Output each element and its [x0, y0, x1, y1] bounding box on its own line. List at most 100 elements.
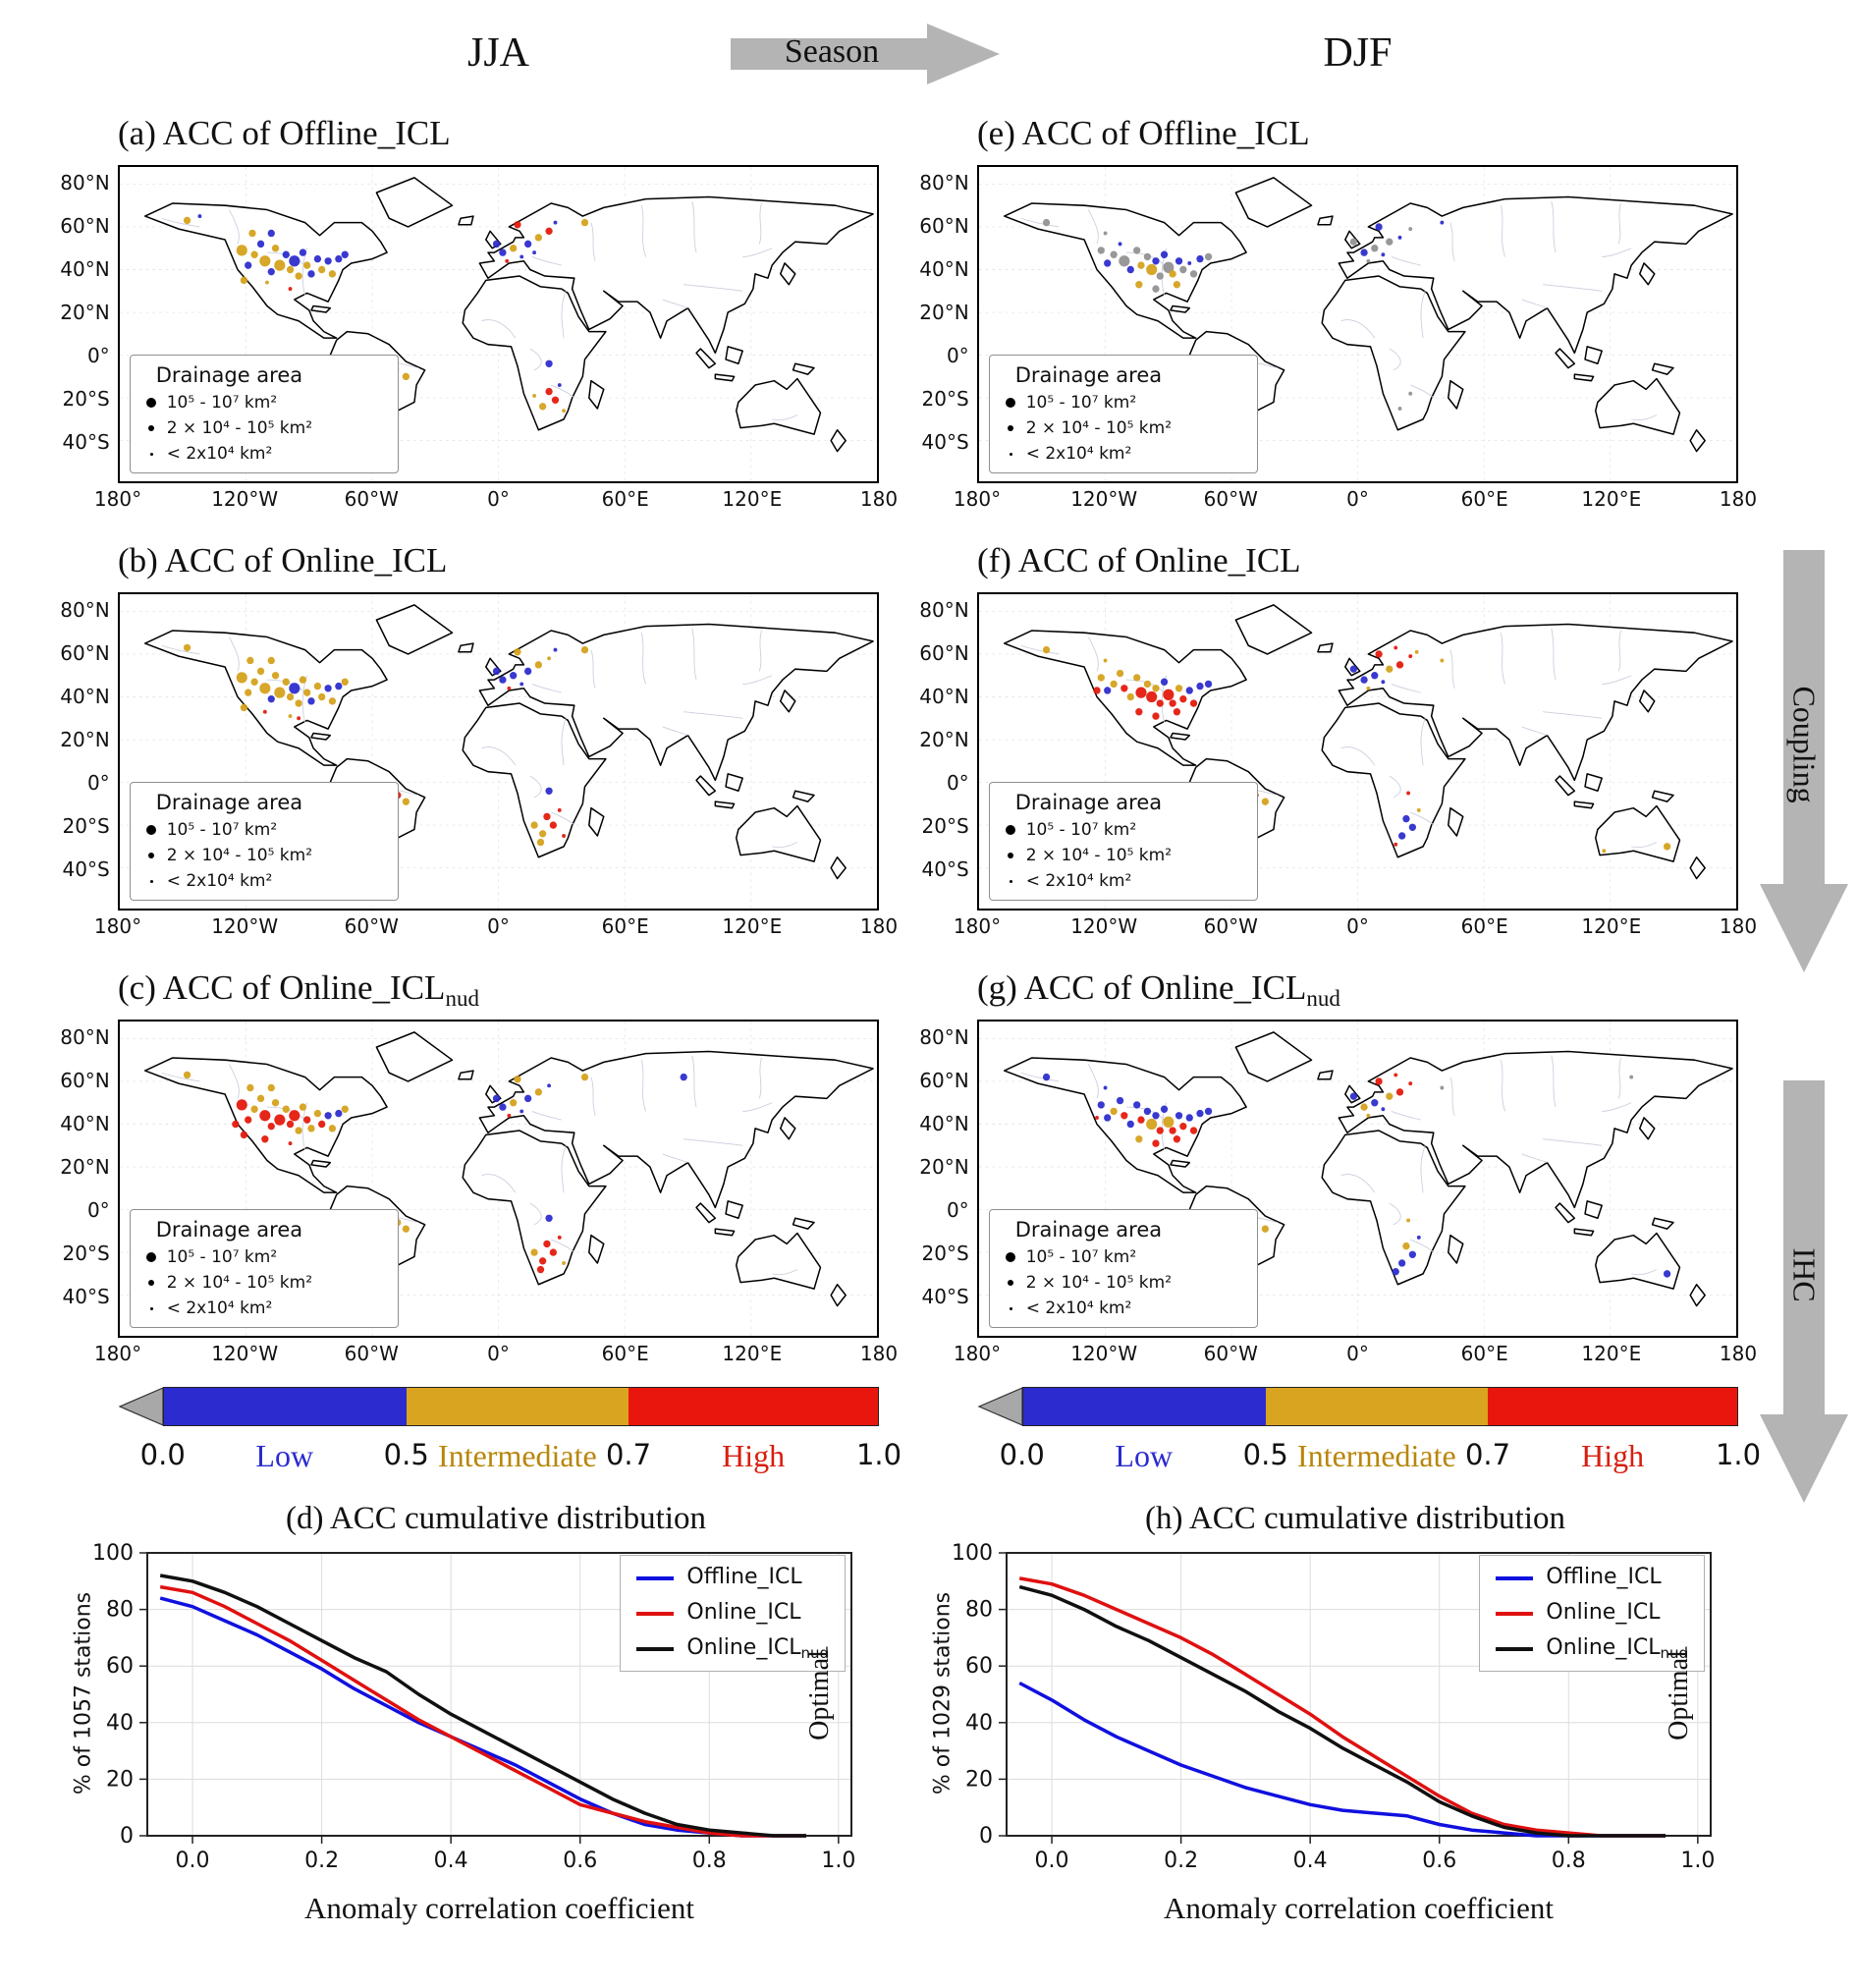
svg-text:60: 60	[965, 1654, 993, 1679]
lat-tick-label: 20°S	[921, 387, 969, 412]
longitude-axis: 180° 120°W 60°W 0° 60°E 120°E 180	[954, 483, 1757, 515]
colorbar-left-arrow-icon	[118, 1387, 163, 1426]
lon-tick-label: 60°E	[601, 487, 649, 511]
latitude-axis: 80°N 60°N 40°N 20°N 0° 20°S 40°S	[913, 165, 977, 483]
dot-size-large-icon	[145, 1252, 156, 1262]
dot-size-medium-icon	[1007, 1280, 1013, 1286]
colorbar-left-arrow-icon	[977, 1387, 1022, 1426]
lat-tick-label: 20°N	[919, 1154, 969, 1179]
legend-item: Online_ICLnud	[1496, 1635, 1688, 1662]
lat-tick-label: 20°N	[919, 727, 969, 751]
legend-item: Offline_ICL	[636, 1565, 829, 1591]
world-map: Drainage area 10⁵ - 10⁷ km² 2 × 10⁴ - 10…	[117, 592, 879, 911]
svg-text:0.4: 0.4	[1293, 1849, 1328, 1873]
lon-tick-label: 180°	[953, 1342, 1002, 1365]
drainage-area-legend: Drainage area 10⁵ - 10⁷ km² 2 × 10⁴ - 10…	[988, 782, 1258, 901]
legend-label: Online_ICLnud	[686, 1635, 829, 1662]
drainage-legend-title: Drainage area	[155, 363, 303, 387]
ihc-arrow: IHC	[1760, 1080, 1848, 1503]
lon-tick-label: 120°W	[211, 1342, 279, 1365]
colorbar-label-intermediate: Intermediate	[1297, 1438, 1456, 1473]
lon-tick-label: 180°	[93, 487, 142, 511]
svg-text:100: 100	[92, 1541, 134, 1566]
drainage-legend-title: Drainage area	[1014, 363, 1163, 387]
colorbar-label-high: High	[722, 1438, 786, 1473]
dot-size-large-icon	[1005, 825, 1015, 835]
drainage-legend-item: 2 × 10⁴ - 10⁵ km²	[1006, 418, 1247, 438]
lat-tick-label: 20°N	[60, 300, 110, 324]
dot-size-small-icon	[149, 879, 153, 883]
lon-tick-label: 120°E	[722, 1342, 783, 1365]
panel-title: (f) ACC of Online_ICL	[977, 541, 1301, 580]
longitude-axis: 180° 120°W 60°W 0° 60°E 120°E 180	[94, 911, 898, 942]
svg-text:0.2: 0.2	[304, 1849, 339, 1873]
svg-text:0: 0	[979, 1824, 993, 1849]
dot-size-medium-icon	[1007, 853, 1013, 858]
lat-tick-label: 40°N	[60, 1111, 110, 1135]
dot-size-small-icon	[149, 452, 153, 456]
legend-label: Online_ICL	[686, 1600, 801, 1625]
drainage-legend-item: 2 × 10⁴ - 10⁵ km²	[146, 846, 388, 865]
lat-tick-label: 40°S	[62, 1285, 110, 1309]
dot-size-small-icon	[1009, 1306, 1012, 1310]
lat-tick-label: 60°N	[919, 640, 969, 665]
down-arrow-icon	[1760, 1080, 1848, 1503]
latitude-axis: 80°N 60°N 40°N 20°N 0° 20°S 40°S	[54, 165, 118, 483]
svg-text:0.0: 0.0	[176, 1849, 210, 1873]
legend-line-swatch	[1496, 1575, 1534, 1580]
lat-tick-label: 80°N	[60, 1024, 110, 1049]
drainage-legend-item: 10⁵ - 10⁷ km²	[1005, 393, 1247, 413]
lon-tick-label: 180	[1719, 487, 1758, 511]
legend-label: Offline_ICL	[686, 1565, 802, 1589]
dot-size-medium-icon	[1007, 425, 1013, 431]
lon-tick-label: 60°E	[1460, 1342, 1508, 1365]
lat-tick-label: 40°N	[919, 256, 969, 281]
drainage-area-legend: Drainage area 10⁵ - 10⁷ km² 2 × 10⁴ - 10…	[129, 355, 399, 473]
colorbar-segment-intermediate	[407, 1388, 628, 1425]
latitude-axis: 80°N 60°N 40°N 20°N 0° 20°S 40°S	[913, 1020, 977, 1338]
svg-text:0.2: 0.2	[1164, 1849, 1198, 1873]
svg-text:0.6: 0.6	[563, 1849, 597, 1873]
legend-line-swatch	[1496, 1646, 1534, 1651]
acc-cumulative-chart-jja: (d) ACC cumulative distribution % of 105…	[54, 1501, 879, 1926]
lat-tick-label: 80°N	[919, 170, 969, 194]
colorbar-tick: 1.0	[855, 1438, 902, 1471]
svg-text:0.6: 0.6	[1422, 1849, 1456, 1873]
lon-tick-label: 120°E	[1581, 914, 1642, 938]
lon-tick-label: 180°	[953, 487, 1002, 511]
legend-item: Online_ICL	[636, 1600, 829, 1627]
lat-tick-label: 0°	[86, 1197, 110, 1222]
drainage-legend-item: < 2x10⁴ km²	[146, 444, 388, 464]
dot-size-large-icon	[145, 825, 156, 835]
drainage-legend-item: 2 × 10⁴ - 10⁵ km²	[146, 1273, 388, 1293]
svg-text:1.0: 1.0	[1680, 1849, 1715, 1873]
drainage-legend-item: 10⁵ - 10⁷ km²	[1005, 1247, 1247, 1267]
svg-text:40: 40	[106, 1711, 134, 1736]
legend-line-swatch	[1496, 1611, 1534, 1616]
world-map: Drainage area 10⁵ - 10⁷ km² 2 × 10⁴ - 10…	[117, 165, 879, 483]
lon-tick-label: 180°	[93, 1342, 142, 1365]
lat-tick-label: 80°N	[60, 597, 110, 622]
optimal-label: Optimal	[1664, 1649, 1695, 1740]
lat-tick-label: 80°N	[919, 597, 969, 622]
lon-tick-label: 180°	[93, 914, 142, 938]
lat-tick-label: 80°N	[60, 170, 110, 194]
chart-title: (h) ACC cumulative distribution	[1144, 1501, 1566, 1536]
panel-title: (a) ACC of Offline_ICL	[118, 114, 451, 152]
lon-tick-label: 120°E	[722, 487, 783, 511]
lat-tick-label: 40°N	[60, 256, 110, 281]
drainage-legend-title: Drainage area	[1014, 791, 1163, 814]
lon-tick-label: 180	[859, 914, 899, 938]
lat-tick-label: 40°S	[62, 857, 110, 882]
lat-tick-label: 0°	[946, 770, 969, 795]
map-panel-a: (a) ACC of Offline_ICL 80°N 60°N 40°N 20°N 0…	[54, 114, 898, 515]
lat-tick-label: 20°S	[62, 814, 110, 839]
lat-tick-label: 40°S	[62, 430, 110, 455]
acc-colorbar-jja: 0.0 Low 0.5 Intermediate 0.7 High 1.0	[118, 1387, 902, 1489]
svg-text:1.0: 1.0	[821, 1849, 855, 1873]
lat-tick-label: 80°N	[919, 1024, 969, 1049]
lon-tick-label: 120°E	[1581, 487, 1642, 511]
lon-tick-label: 60°W	[1203, 487, 1258, 511]
chart-title: (d) ACC cumulative distribution	[285, 1501, 707, 1536]
